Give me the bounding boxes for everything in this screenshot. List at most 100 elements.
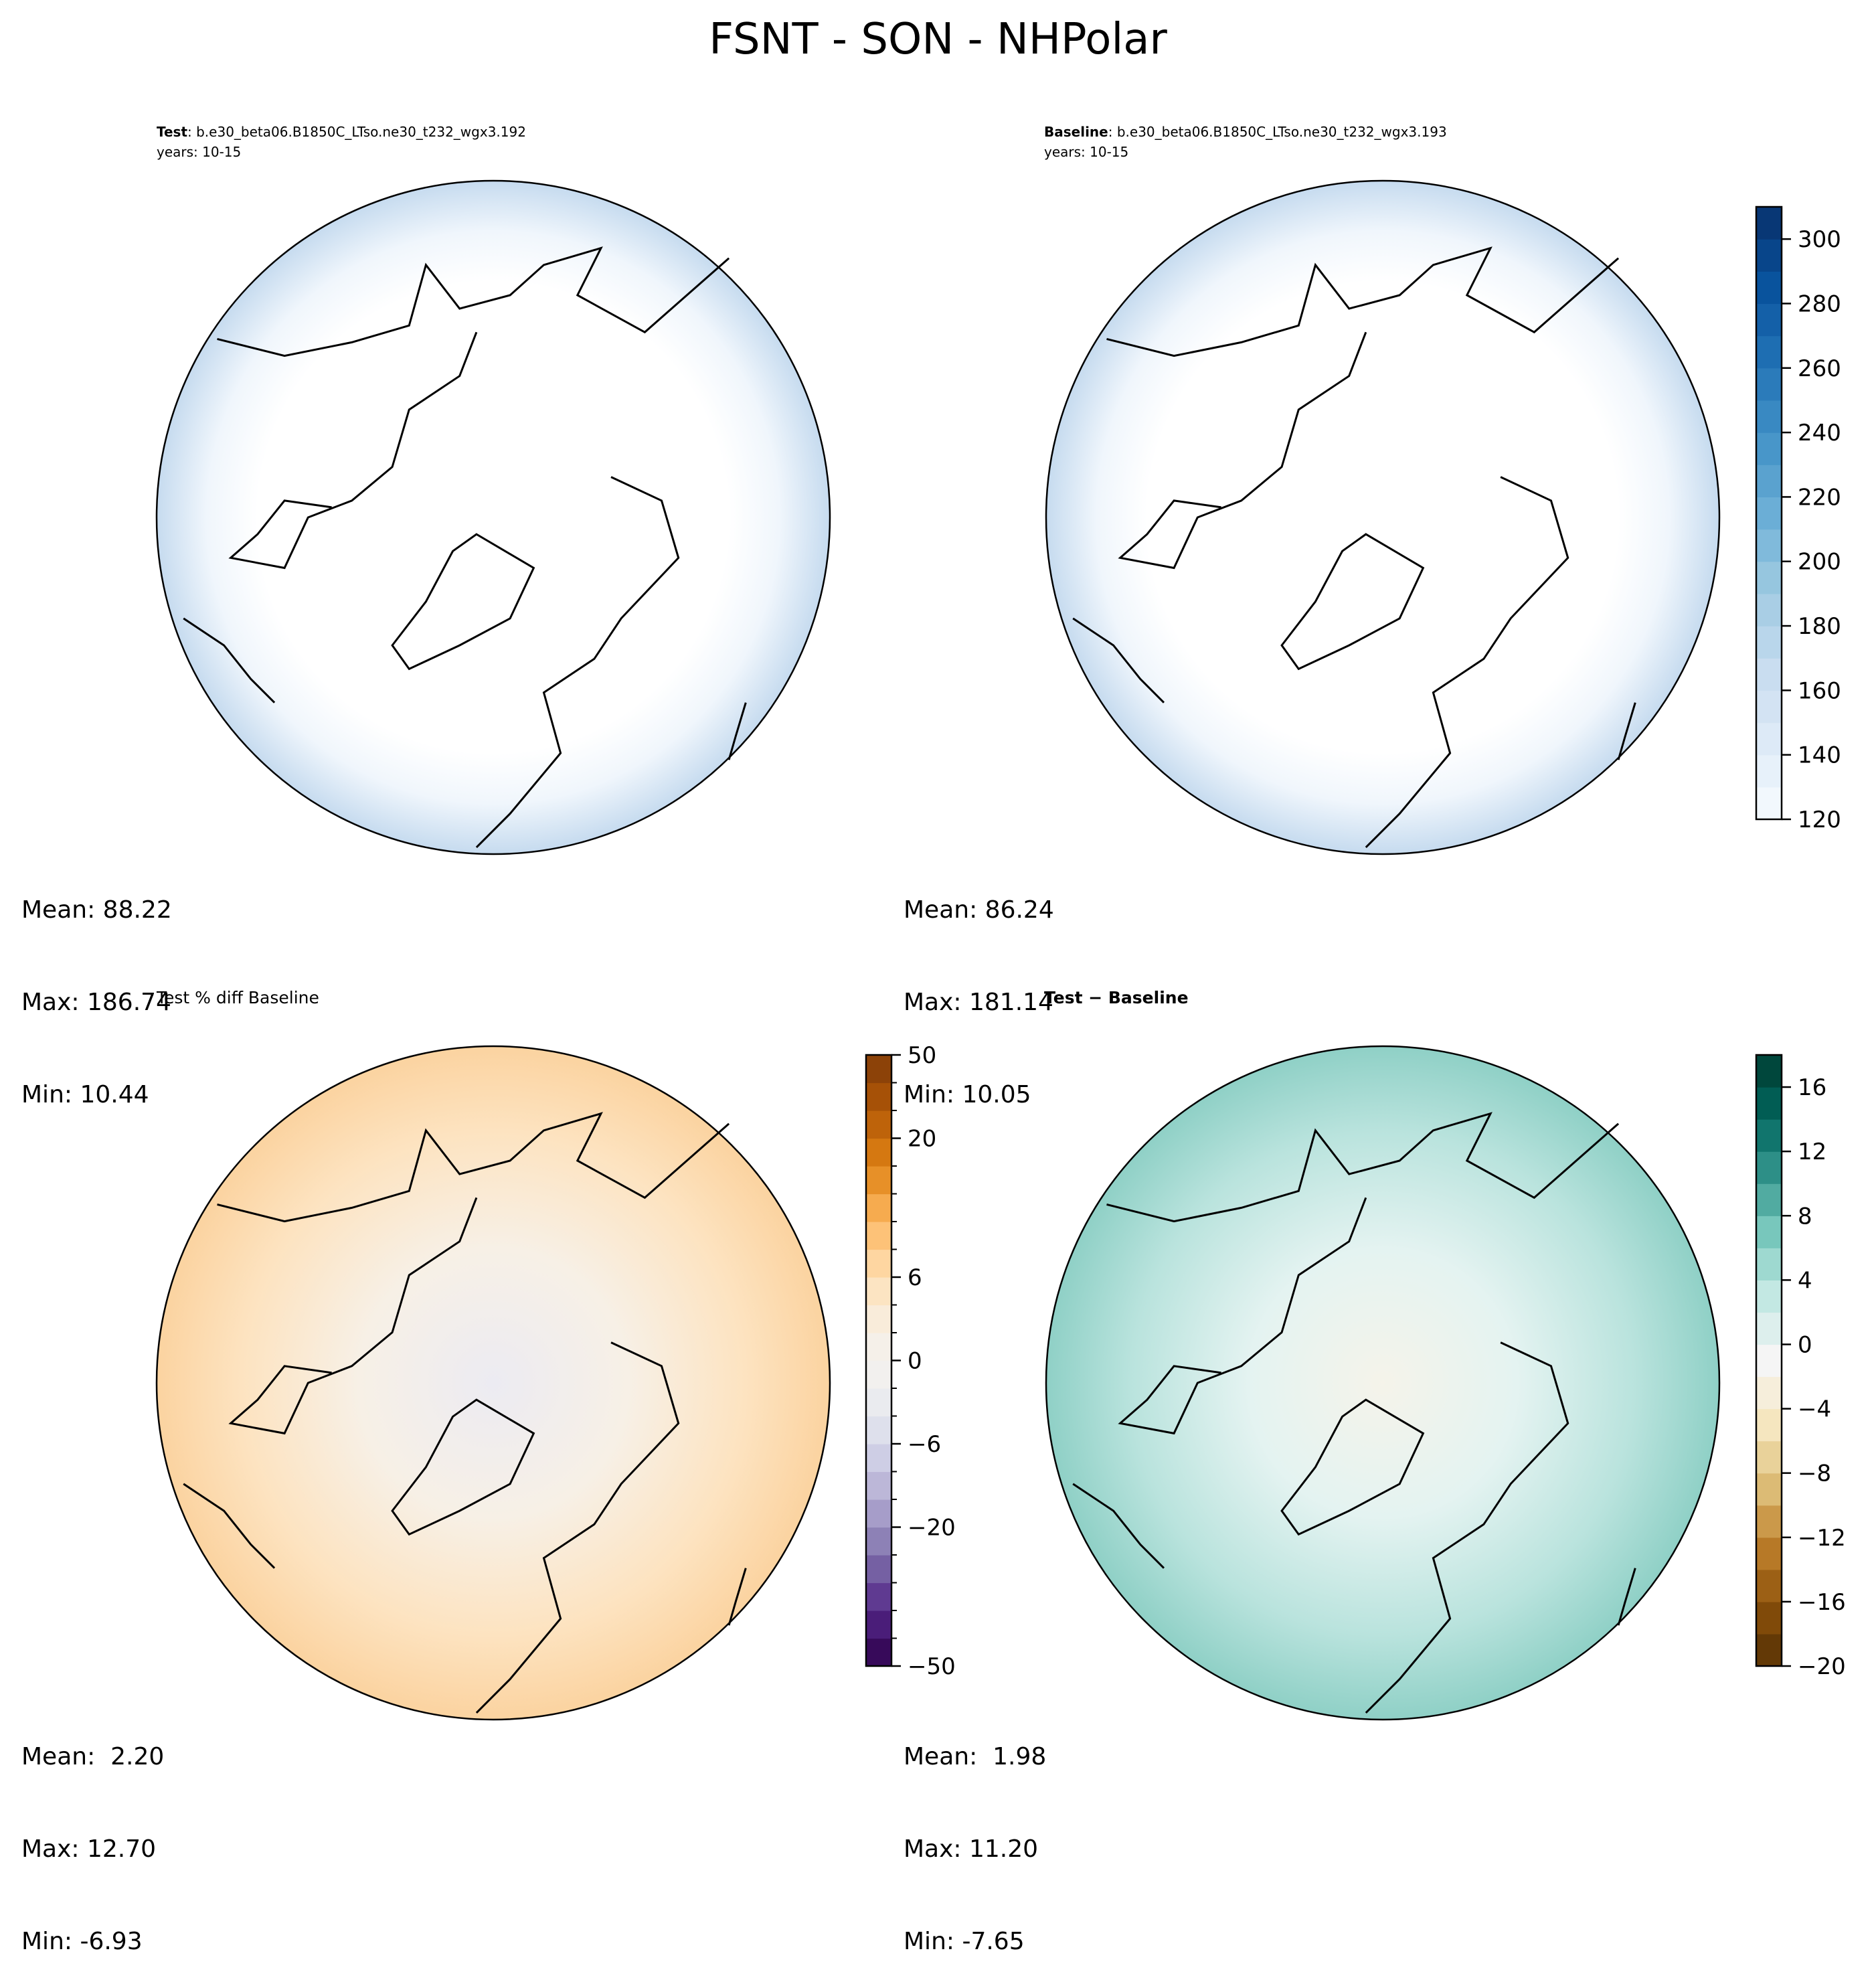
map-field: [157, 181, 830, 854]
coastline: [391, 1398, 535, 1536]
colorbar-pct-diff: 50 20 6 0 −6 −20 −50: [865, 1042, 956, 1680]
map-panel-3: [1045, 1045, 1721, 1721]
coastline: [1280, 533, 1425, 671]
colorbar-band: [866, 1610, 891, 1639]
panel-title-test: Test: b.e30_beta06.B1850C_LTso.ne30_t232…: [157, 122, 526, 162]
colorbar-band: [1756, 658, 1782, 691]
colorbar-band: [1756, 1183, 1782, 1216]
map-boundary: [1045, 1045, 1721, 1721]
colorbar-tick-label: 180: [1798, 613, 1841, 640]
coastline: [183, 617, 276, 703]
colorbar-band: [1756, 239, 1782, 272]
colorbar-band: [1756, 1537, 1782, 1570]
colorbar-tick-label: 20: [908, 1126, 936, 1153]
coastline: [728, 702, 747, 760]
colorbar-frame: [1755, 1054, 1783, 1667]
coastline: [1365, 1341, 1569, 1714]
stat-mean: Mean: 1.98: [904, 1743, 1047, 1770]
colorbar-tick-label: −50: [908, 1653, 956, 1680]
colorbar-band: [866, 1166, 891, 1195]
colorbar-band: [1756, 626, 1782, 659]
colorbar-band: [1756, 271, 1782, 305]
colorbar-tick-label: 16: [1798, 1074, 1826, 1101]
coastline: [228, 1197, 478, 1435]
colorbar-tick-label: 220: [1798, 484, 1841, 511]
stat-min: Min: 10.44: [21, 1081, 149, 1108]
colorbar-band: [1756, 432, 1782, 465]
coastline: [1106, 1112, 1620, 1223]
stat-max: Max: 12.70: [21, 1835, 157, 1863]
stat-max: Max: 11.20: [904, 1835, 1039, 1863]
colorbar-tick-label: 8: [1798, 1203, 1812, 1230]
subtitle: years: 10-15: [157, 144, 242, 160]
map-panel-1: [1045, 179, 1721, 855]
panel-title-pctdiff: Test % diff Baseline: [157, 988, 319, 1008]
colorbar-band: [866, 1333, 891, 1361]
colorbar-tick-label: −20: [1798, 1653, 1846, 1680]
title-rest: Test % diff Baseline: [157, 988, 319, 1007]
colorbar-band: [866, 1082, 891, 1111]
colorbar-band: [866, 1582, 891, 1611]
colorbar-band: [866, 1055, 891, 1084]
colorbar-tick-label: 6: [908, 1264, 922, 1291]
colorbar-band: [1756, 1151, 1782, 1184]
colorbar-band: [1756, 529, 1782, 562]
colorbar-tick-label: 140: [1798, 742, 1841, 769]
map-boundary: [155, 1045, 831, 1721]
title-rest: : b.e30_beta06.B1850C_LTso.ne30_t232_wgx…: [187, 124, 526, 140]
colorbar-tick-label: 12: [1798, 1139, 1826, 1165]
map-field: [1046, 181, 1719, 854]
colorbar-tick-label: 0: [1798, 1331, 1812, 1358]
colorbar-band: [1756, 400, 1782, 433]
colorbar-band: [1756, 690, 1782, 724]
stat-mean: Mean: 88.22: [21, 896, 172, 924]
colorbar-band: [1756, 1473, 1782, 1506]
colorbar-tick-label: 240: [1798, 420, 1841, 446]
panel-title-baseline: Baseline: b.e30_beta06.B1850C_LTso.ne30_…: [1044, 122, 1447, 162]
colorbar-band: [1756, 1119, 1782, 1152]
coastline: [475, 476, 680, 848]
colorbar-band: [866, 1193, 891, 1222]
coastline: [728, 1568, 747, 1626]
colorbar-band: [866, 1527, 891, 1556]
coastline: [1106, 246, 1620, 357]
coastline: [1617, 1568, 1636, 1626]
colorbar-band: [866, 1388, 891, 1417]
stat-mean: Mean: 86.24: [904, 896, 1054, 924]
colorbar-tick-label: 50: [908, 1042, 936, 1069]
figure-canvas: 120140160180200220240260280300502060−6−2…: [155, 179, 1846, 1721]
coastline: [391, 533, 535, 671]
colorbar-band: [1756, 1408, 1782, 1442]
colorbar-band: [1756, 754, 1782, 788]
map-panel-2: [155, 1045, 831, 1721]
coastline: [1118, 331, 1367, 570]
colorbar-band: [1756, 207, 1782, 240]
stat-min: Min: -7.65: [904, 1928, 1025, 1955]
map-field: [157, 1046, 830, 1720]
colorbar-band: [1756, 1569, 1782, 1602]
coastline: [183, 1483, 276, 1569]
colorbar-tick-label: 4: [1798, 1267, 1812, 1294]
coastline: [1365, 476, 1569, 848]
title-bold: Test: [157, 124, 188, 140]
colorbar-band: [1756, 1633, 1782, 1667]
colorbar-tick-label: 0: [908, 1348, 922, 1375]
colorbar-band: [1756, 1601, 1782, 1635]
stat-min: Min: -6.93: [21, 1928, 143, 1955]
colorbar-band: [1756, 1055, 1782, 1088]
colorbar-tick-label: 260: [1798, 355, 1841, 382]
colorbar-tick-label: −20: [908, 1515, 956, 1542]
colorbar-band: [866, 1305, 891, 1333]
colorbar-band: [1756, 303, 1782, 337]
stat-mean: Mean: 2.20: [21, 1743, 165, 1770]
map-boundary: [155, 179, 831, 855]
colorbar-band: [866, 1277, 891, 1306]
coastline: [1118, 1197, 1367, 1435]
colorbar-band: [1756, 786, 1782, 820]
colorbar-band: [866, 1138, 891, 1167]
panel-title-diff: Test − Baseline: [1044, 988, 1189, 1008]
colorbar-band: [866, 1110, 891, 1139]
colorbar-band: [866, 1360, 891, 1389]
colorbar-band: [866, 1555, 891, 1584]
map-field: [1046, 1046, 1719, 1720]
